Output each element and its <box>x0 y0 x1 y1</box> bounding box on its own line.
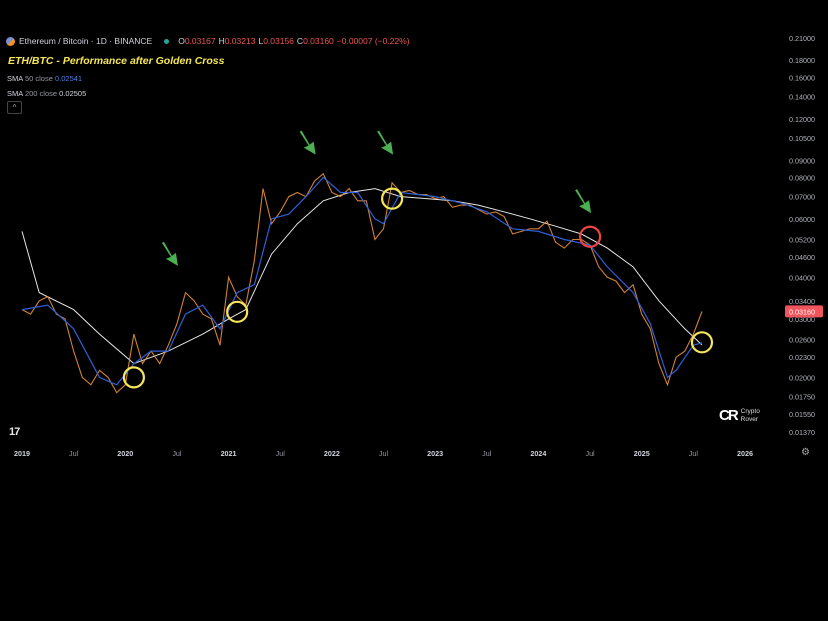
y-tick-label: 0.21000 <box>789 34 815 43</box>
x-tick-label: 2023 <box>427 449 443 458</box>
x-tick-label: 2025 <box>634 449 650 458</box>
sma200-legend[interactable]: SMA 200 close 0.02505 <box>7 89 86 98</box>
y-tick-label: 0.14000 <box>789 93 815 102</box>
brand-line2: Rover <box>740 415 759 423</box>
y-tick-label: 0.12000 <box>789 115 815 124</box>
sma50-legend[interactable]: SMA 50 close 0.02541 <box>7 74 82 83</box>
close-label: C <box>296 36 304 46</box>
x-tick-label: Jul <box>689 449 699 458</box>
low-label: L <box>258 36 264 46</box>
crypto-rover-logo-icon: CR <box>719 407 739 424</box>
symbol-name[interactable]: Ethereum / Bitcoin · 1D · BINANCE <box>19 36 153 46</box>
open-label: O <box>178 36 185 46</box>
sma50-line <box>21 176 703 386</box>
close-value: 0.03160 <box>303 36 334 46</box>
y-tick-label: 0.16000 <box>789 73 815 82</box>
x-tick-label: 2026 <box>737 449 753 458</box>
y-tick-label: 0.08000 <box>789 173 815 182</box>
chart-annotations <box>122 130 714 389</box>
sma50-value: 0.02541 <box>54 74 83 83</box>
sma200-period: 200 close <box>24 89 58 98</box>
y-tick-label: 0.18000 <box>789 56 815 65</box>
sma50-name: SMA <box>7 74 23 83</box>
price-line <box>21 172 703 394</box>
x-tick-label: 2022 <box>324 449 340 458</box>
green-arrow-icon <box>299 130 316 155</box>
eth-btc-icon <box>6 36 15 46</box>
symbol-header: Ethereum / Bitcoin · 1D · BINANCE O 0.031… <box>6 36 413 46</box>
tradingview-logo[interactable]: 17 <box>9 426 20 438</box>
last-price-tag: 0.03160 <box>785 305 823 318</box>
y-tick-label: 0.02300 <box>789 353 815 362</box>
change-value: −0.00007 (−0.22%) <box>336 36 410 46</box>
last-price-label: 0.03160 <box>789 307 815 316</box>
x-tick-label: Jul <box>379 449 389 458</box>
y-tick-label: 0.04600 <box>789 253 815 262</box>
x-tick-label: Jul <box>585 449 595 458</box>
time-axis[interactable]: 2019 Jul 2020 Jul 2021 Jul 2022 Jul 2023 Jul 2024 J… <box>14 449 753 458</box>
market-status-icon <box>164 38 170 44</box>
y-tick-label: 0.05200 <box>789 235 815 244</box>
high-value: 0.03213 <box>224 36 256 46</box>
chart-series <box>21 172 703 394</box>
y-tick-label: 0.04000 <box>789 273 815 282</box>
green-arrow-icon <box>575 189 592 214</box>
x-tick-label: 2021 <box>221 449 237 458</box>
y-tick-label: 0.03000 <box>789 315 815 324</box>
sma50-period: 50 close <box>24 74 53 83</box>
last-price-tag-bg <box>785 305 823 318</box>
chart-title: ETH/BTC - Performance after Golden Cross <box>8 55 225 67</box>
y-tick-label: 0.01550 <box>789 410 815 419</box>
open-value: 0.03167 <box>184 36 216 46</box>
x-tick-label: 2020 <box>117 449 133 458</box>
golden-cross-marker <box>690 331 714 354</box>
x-tick-label: Jul <box>172 449 182 458</box>
golden-cross-marker <box>226 300 249 323</box>
gear-icon[interactable]: ⚙ <box>801 447 810 458</box>
golden-cross-marker <box>381 187 404 210</box>
high-label: H <box>218 36 225 46</box>
sma200-line <box>21 188 703 365</box>
death-cross-marker <box>578 225 602 248</box>
collapse-legend-button[interactable]: ^ <box>7 101 22 114</box>
x-tick-label: 2024 <box>530 449 546 458</box>
y-tick-label: 0.01370 <box>789 428 815 437</box>
golden-cross-marker <box>122 366 145 389</box>
sma200-value: 0.02505 <box>59 89 87 98</box>
low-value: 0.03156 <box>263 36 294 46</box>
y-tick-label: 0.02000 <box>789 373 815 382</box>
green-arrow-icon <box>377 130 394 155</box>
x-tick-label: Jul <box>276 449 286 458</box>
sma200-name: SMA <box>7 89 23 98</box>
x-tick-label: 2019 <box>14 449 30 458</box>
y-tick-label: 0.02600 <box>789 336 815 345</box>
y-tick-label: 0.07000 <box>789 193 815 202</box>
y-tick-label: 0.01750 <box>789 393 815 402</box>
x-tick-label: Jul <box>482 449 492 458</box>
green-arrow-icon <box>161 241 178 266</box>
y-tick-label: 0.10500 <box>789 134 815 143</box>
price-axis[interactable]: 0.21000 0.18000 0.16000 0.14000 0.12000 0.105… <box>789 34 815 437</box>
brand-line1: Crypto <box>740 407 760 415</box>
y-tick-label: 0.03400 <box>789 297 815 306</box>
x-tick-label: Jul <box>69 449 79 458</box>
y-tick-label: 0.06000 <box>789 215 815 224</box>
y-tick-label: 0.09000 <box>789 156 815 165</box>
crypto-rover-watermark: CR Crypto Rover <box>719 407 760 424</box>
